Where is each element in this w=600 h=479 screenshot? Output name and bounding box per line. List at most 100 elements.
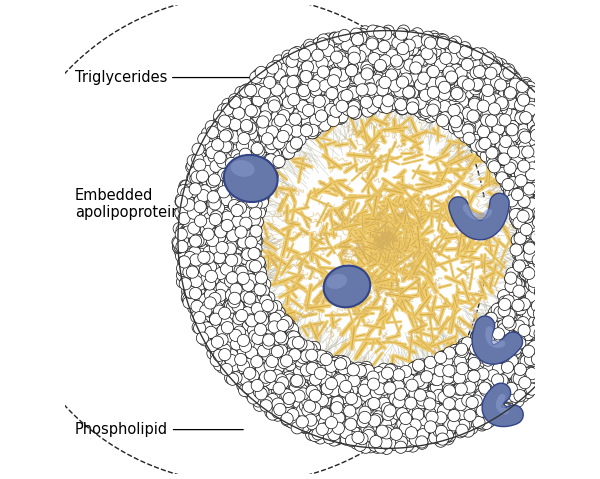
Circle shape [475,402,487,415]
Circle shape [264,82,276,94]
Circle shape [499,175,512,188]
Circle shape [311,377,323,390]
Circle shape [351,383,364,395]
Circle shape [244,119,257,131]
Circle shape [284,359,296,371]
Circle shape [236,182,248,194]
Circle shape [401,44,413,57]
Circle shape [268,96,280,108]
Circle shape [550,319,563,331]
Circle shape [366,38,378,50]
Circle shape [420,42,433,54]
Circle shape [443,66,455,79]
Circle shape [512,116,524,129]
Circle shape [443,385,455,397]
Circle shape [222,225,234,238]
Circle shape [491,134,503,146]
Circle shape [361,61,373,73]
Circle shape [392,63,404,75]
Circle shape [206,340,218,352]
Circle shape [218,349,231,361]
Circle shape [472,120,485,132]
Circle shape [200,138,212,151]
Circle shape [542,198,554,210]
Circle shape [537,316,549,329]
Circle shape [476,419,488,431]
Circle shape [432,371,445,383]
Circle shape [559,209,571,221]
Circle shape [331,399,343,411]
Circle shape [407,378,419,390]
Circle shape [545,302,557,315]
Circle shape [393,396,405,408]
Circle shape [326,94,338,106]
Circle shape [534,216,546,228]
Circle shape [532,179,544,191]
Circle shape [531,358,544,370]
Circle shape [526,152,538,164]
Circle shape [267,92,279,105]
Circle shape [547,170,559,182]
Circle shape [471,78,484,91]
Circle shape [190,287,202,299]
Circle shape [565,300,577,313]
Circle shape [581,217,593,229]
Circle shape [412,404,425,416]
Circle shape [525,242,538,254]
Circle shape [380,442,393,455]
Circle shape [458,73,470,85]
Circle shape [536,340,548,353]
Circle shape [480,137,493,149]
Circle shape [510,278,522,290]
Circle shape [340,87,352,99]
Circle shape [176,276,188,288]
Circle shape [244,195,256,208]
Circle shape [385,69,398,81]
Circle shape [512,208,524,220]
Circle shape [367,387,379,399]
Circle shape [448,99,460,112]
Circle shape [275,116,287,128]
Circle shape [517,91,529,103]
Circle shape [527,148,539,160]
Circle shape [212,155,224,167]
Circle shape [232,232,244,244]
Circle shape [430,431,442,443]
Circle shape [334,97,346,109]
Circle shape [319,109,331,121]
Circle shape [502,139,514,151]
Circle shape [520,224,532,236]
Circle shape [503,366,515,378]
Circle shape [257,345,270,357]
Circle shape [564,261,576,273]
Circle shape [511,152,523,164]
Circle shape [304,42,317,54]
Circle shape [196,270,208,282]
Circle shape [554,142,566,154]
Circle shape [530,160,543,172]
Circle shape [410,62,422,74]
Circle shape [548,356,560,368]
Circle shape [306,100,318,112]
Circle shape [271,370,283,382]
Circle shape [578,172,590,184]
Circle shape [234,120,247,132]
Circle shape [276,318,288,331]
Circle shape [201,249,213,261]
Circle shape [442,111,454,123]
Circle shape [559,128,571,140]
Circle shape [191,311,203,323]
Circle shape [353,103,365,115]
Circle shape [190,172,202,184]
Circle shape [497,405,509,417]
Circle shape [188,207,200,219]
Circle shape [413,375,425,387]
Circle shape [240,295,253,308]
Circle shape [277,146,289,158]
Circle shape [249,248,261,260]
Ellipse shape [323,265,370,308]
Circle shape [485,114,497,127]
Circle shape [299,406,312,418]
Circle shape [437,382,449,394]
Circle shape [537,291,550,303]
